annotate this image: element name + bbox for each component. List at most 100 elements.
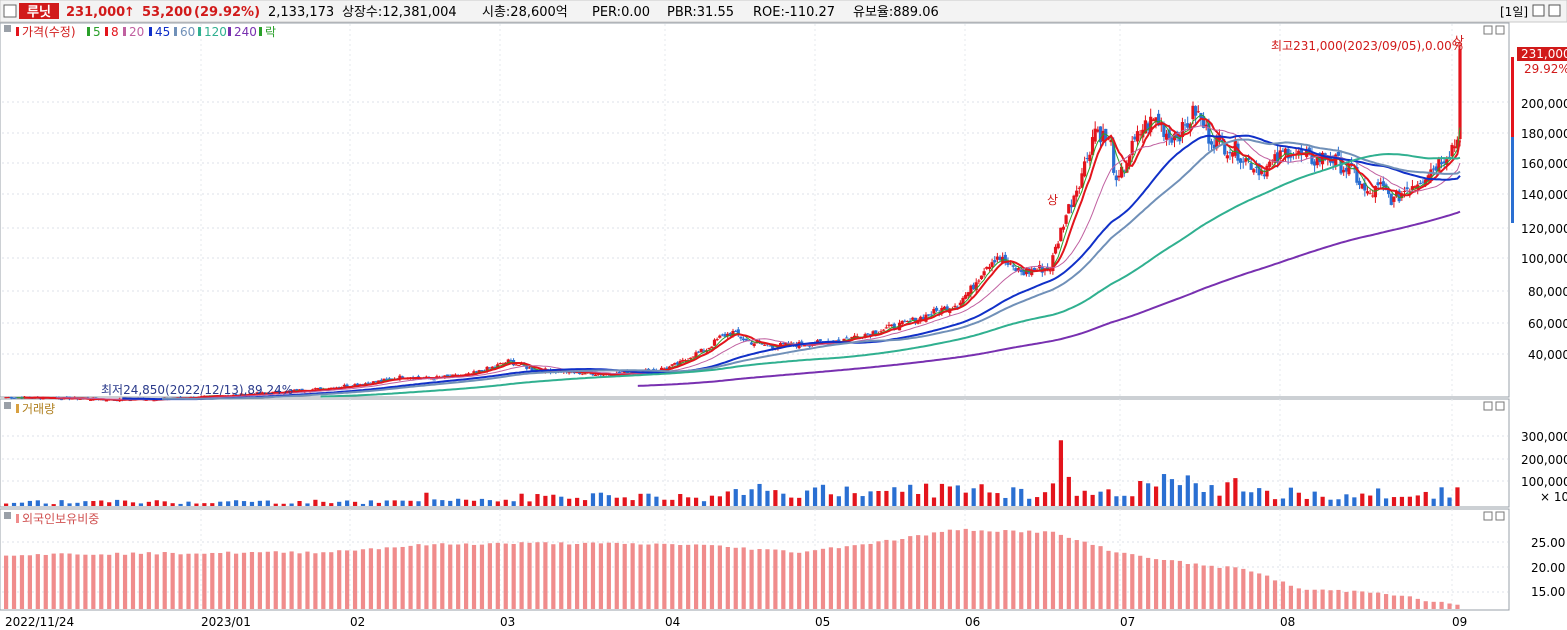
foreign-bar (1217, 567, 1222, 609)
foreign-bar (146, 552, 151, 609)
foreign-bar (249, 551, 255, 609)
volume-bar (424, 492, 429, 506)
header-checkbox[interactable] (3, 4, 17, 18)
volume-bar (590, 493, 596, 506)
candle (342, 384, 346, 387)
candle (1027, 268, 1031, 274)
volume-bar (971, 488, 976, 506)
candle (1194, 106, 1198, 116)
foreign-bar (321, 552, 326, 609)
foreign-bar (1177, 560, 1182, 609)
foreign-panel-restore-icon[interactable] (1483, 511, 1493, 521)
candle (741, 338, 746, 341)
foreign-bar (408, 545, 413, 609)
window-close-icon[interactable] (1548, 4, 1561, 17)
stock-name-badge[interactable] (19, 3, 59, 19)
candle (1363, 182, 1367, 191)
candle (1405, 187, 1409, 190)
price-panel-restore-icon[interactable] (1483, 25, 1493, 35)
volume-bar (1074, 495, 1079, 506)
volume-bar (1177, 485, 1182, 506)
candle (905, 320, 910, 322)
candle (964, 294, 968, 299)
foreign-bar (186, 553, 191, 609)
foreign-panel-toggle-icon[interactable] (4, 512, 11, 519)
candle (1450, 144, 1454, 157)
candle (1368, 193, 1372, 195)
candle (514, 364, 518, 366)
foreign-bar (305, 551, 310, 609)
foreign-bar (1225, 566, 1230, 609)
price-panel-close-icon[interactable] (1495, 25, 1505, 35)
volume-bar (1011, 487, 1016, 506)
volume-bar (226, 501, 231, 506)
candle (1320, 152, 1325, 165)
candle (1225, 155, 1229, 159)
volume-bar (154, 500, 159, 506)
candle (966, 292, 970, 297)
candle (1109, 139, 1113, 143)
foreign-bar (1035, 532, 1040, 609)
volume-bar (638, 493, 643, 506)
volume-bar (1304, 498, 1309, 506)
foreign-bar (138, 553, 144, 609)
foreign-bar (1114, 552, 1119, 609)
x-label-2022-11-24: 2022/11/24 (5, 615, 74, 629)
volume-bar (1161, 474, 1167, 506)
volume-panel-restore-icon[interactable] (1483, 401, 1493, 411)
candle (710, 346, 714, 349)
volume-bar (392, 500, 397, 506)
foreign-bar (939, 531, 945, 609)
candle (509, 360, 513, 362)
candle (1397, 190, 1401, 202)
foreign-bar (1257, 573, 1262, 609)
candle (1387, 188, 1391, 195)
candle (1090, 137, 1095, 155)
foreign-layer (4, 528, 1460, 609)
candle (1093, 128, 1097, 142)
foreign-bar (908, 536, 913, 609)
legend-ma20: 20 (129, 25, 144, 39)
candle (728, 332, 732, 336)
foreign-bar (598, 543, 604, 609)
volume-bar (360, 503, 366, 506)
volume-bar (812, 487, 818, 506)
foreign-bar (1019, 532, 1024, 609)
candle (1209, 141, 1214, 145)
candle (1212, 144, 1216, 149)
volume-bar (717, 496, 722, 506)
foreign-bar (860, 544, 865, 609)
candle (485, 366, 489, 372)
period-selector[interactable]: [1일] (1500, 5, 1528, 19)
foreign-bar (281, 552, 286, 609)
candle (1077, 187, 1081, 189)
volume-bar (1066, 476, 1071, 506)
foreign-bar (194, 553, 199, 609)
candle (623, 371, 627, 373)
candle (1114, 175, 1118, 181)
volume-bar (75, 502, 80, 506)
foreign-bar (614, 542, 619, 609)
foreign-tick-15: 15.00 (1531, 585, 1565, 599)
foreign-bar (590, 542, 596, 609)
candle (1286, 148, 1290, 159)
candle (979, 275, 984, 280)
volume-panel-close-icon[interactable] (1495, 401, 1505, 411)
window-restore-icon[interactable] (1532, 4, 1545, 17)
volume-bar (1272, 499, 1278, 506)
candle (919, 316, 923, 322)
candle (366, 382, 370, 384)
candle (1191, 105, 1195, 120)
foreign-bar (384, 547, 389, 609)
volume-bar (1209, 485, 1214, 506)
foreign-panel-close-icon[interactable] (1495, 511, 1505, 521)
volume-bar (1352, 497, 1357, 506)
volume-bar (471, 500, 477, 506)
foreign-bar (1344, 591, 1349, 609)
volume-bar (678, 494, 683, 506)
price-panel-toggle-icon[interactable] (4, 25, 11, 32)
volume-panel-toggle-icon[interactable] (4, 402, 11, 409)
candle (720, 334, 725, 336)
foreign-bar (836, 548, 841, 609)
candle (739, 336, 743, 339)
